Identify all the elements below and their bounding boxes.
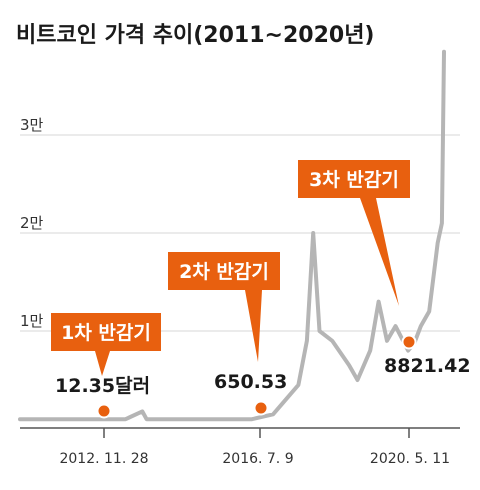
callout-box <box>51 313 161 376</box>
callout-label: 2차 반감기 <box>179 261 269 283</box>
price-label: 650.53 <box>214 371 287 393</box>
chart-title: 비트코인 가격 추이(2011~2020년) <box>16 23 374 48</box>
x-tick-label: 2012. 11. 28 <box>59 451 148 467</box>
halving-dot <box>253 400 269 416</box>
halving-dot <box>96 403 112 419</box>
y-axis-labels: 1만 2만 3만 <box>20 116 44 330</box>
x-tick-label: 2016. 7. 9 <box>222 451 293 467</box>
callout-box <box>168 252 280 362</box>
callout-halving-1: 1차 반감기 12.35달러 <box>51 313 161 419</box>
callout-halving-3: 3차 반감기 8821.42 <box>298 160 471 377</box>
callout-box <box>298 160 410 306</box>
callout-halving-2: 2차 반감기 650.53 <box>168 252 287 416</box>
halving-dot <box>401 334 417 350</box>
price-label: 12.35달러 <box>55 375 150 397</box>
callout-label: 3차 반감기 <box>309 169 399 191</box>
y-tick-label: 3만 <box>20 116 44 134</box>
x-tick-label: 2020. 5. 11 <box>370 451 450 467</box>
y-tick-label: 1만 <box>20 312 44 330</box>
y-tick-label: 2만 <box>20 214 44 232</box>
x-axis-labels: 2012. 11. 28 2016. 7. 9 2020. 5. 11 <box>59 451 450 467</box>
callout-label: 1차 반감기 <box>61 322 151 344</box>
price-label: 8821.42 <box>384 355 471 377</box>
